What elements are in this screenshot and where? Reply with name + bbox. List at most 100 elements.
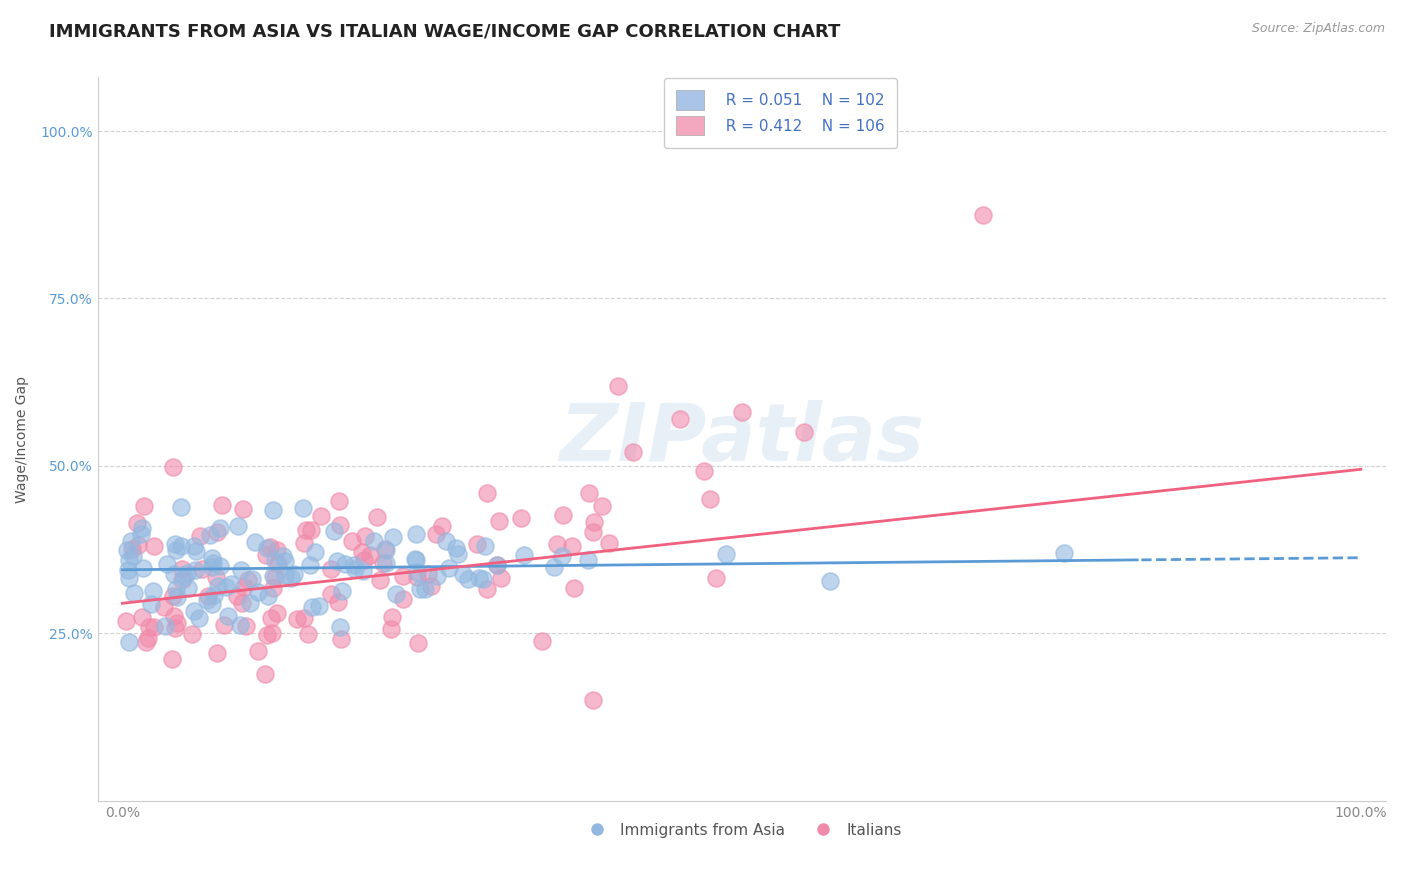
Point [181,627,204,641]
Point [118,635,141,649]
Point [201,560,224,574]
Point [294,536,316,550]
Point [350,545,373,559]
Point [352,564,374,578]
Point [162,459,184,474]
Point [156,557,179,571]
Point [229,617,252,632]
Point [530,634,553,648]
Point [319,562,342,576]
Point [162,589,184,603]
Point [254,548,277,562]
Point [323,524,346,539]
Point [219,577,242,591]
Point [235,619,257,633]
Point [184,563,207,577]
Point [115,543,138,558]
Point [236,574,259,588]
Point [330,584,353,599]
Point [704,571,727,585]
Point [143,539,166,553]
Point [308,599,330,614]
Point [217,608,239,623]
Point [489,571,512,585]
Point [340,534,363,549]
Point [425,526,447,541]
Point [475,486,498,500]
Point [354,529,377,543]
Point [201,597,224,611]
Point [368,573,391,587]
Point [233,580,256,594]
Point [551,549,574,563]
Point [430,519,453,533]
Point [125,516,148,531]
Point [135,634,157,648]
Point [127,538,149,552]
Point [163,537,186,551]
Point [239,596,262,610]
Point [176,566,198,580]
Point [444,541,467,555]
Point [134,499,156,513]
Point [406,570,429,584]
Point [173,570,195,584]
Point [621,445,644,459]
Point [513,549,536,563]
Point [121,541,143,556]
Point [259,540,281,554]
Point [266,606,288,620]
Point [363,534,385,549]
Point [582,525,605,540]
Point [298,558,321,572]
Point [283,566,305,581]
Point [474,539,496,553]
Point [793,425,815,440]
Point [197,589,219,603]
Point [163,609,186,624]
Point [247,585,270,599]
Point [132,561,155,575]
Point [606,378,628,392]
Point [319,587,342,601]
Point [326,595,349,609]
Point [198,527,221,541]
Point [285,612,308,626]
Point [205,570,228,584]
Point [546,537,568,551]
Point [561,539,583,553]
Point [240,572,263,586]
Point [404,552,426,566]
Point [451,566,474,581]
Point [591,499,613,513]
Point [583,515,606,529]
Point [381,609,404,624]
Point [202,588,225,602]
Point [385,587,408,601]
Text: IMMIGRANTS FROM ASIA VS ITALIAN WAGE/INCOME GAP CORRELATION CHART: IMMIGRANTS FROM ASIA VS ITALIAN WAGE/INC… [49,22,841,40]
Point [416,567,439,582]
Point [226,589,249,603]
Point [693,464,716,478]
Point [475,582,498,597]
Point [274,554,297,568]
Text: Source: ZipAtlas.com: Source: ZipAtlas.com [1251,22,1385,36]
Point [256,589,278,603]
Point [208,558,231,573]
Point [141,598,163,612]
Point [115,615,138,629]
Point [818,574,841,589]
Point [121,549,143,563]
Point [262,568,284,582]
Point [254,666,277,681]
Point [472,573,495,587]
Point [205,524,228,539]
Point [380,622,402,636]
Point [434,534,457,549]
Point [488,515,510,529]
Point [465,537,488,551]
Point [118,553,141,567]
Point [295,524,318,538]
Point [551,508,574,522]
Point [409,582,432,597]
